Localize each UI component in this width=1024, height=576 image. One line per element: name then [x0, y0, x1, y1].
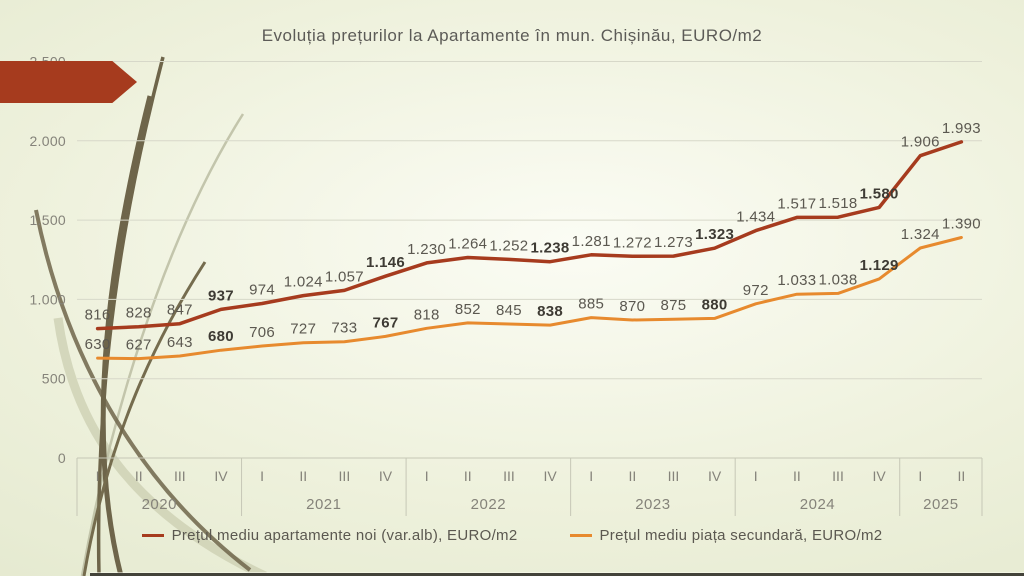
x-quarter-label: I	[754, 468, 758, 484]
x-quarter-label: I	[96, 468, 100, 484]
data-label: 1.906	[901, 134, 940, 151]
data-label: 1.024	[284, 274, 323, 291]
x-quarter-label: III	[174, 468, 186, 484]
swirl-pale-arc	[80, 113, 245, 576]
data-label: 1.273	[654, 234, 693, 251]
data-label: 1.057	[325, 268, 364, 285]
red-arrow-shape	[0, 61, 137, 103]
data-label: 1.264	[448, 236, 487, 253]
data-label: 1.252	[489, 237, 528, 254]
data-label: 1.324	[901, 226, 940, 243]
data-label: 1.518	[818, 195, 857, 212]
swirl-pale-wide	[53, 317, 267, 576]
data-label: 845	[496, 302, 522, 319]
x-quarter-label: I	[918, 468, 922, 484]
data-label: 1.238	[531, 240, 570, 257]
legend-label-secondary-market: Prețul mediu piața secundară, EURO/m2	[599, 526, 883, 544]
swirl-dark-cross	[34, 209, 252, 572]
legend-label-new-apartments: Prețul mediu apartamente noi (var.alb), …	[171, 526, 518, 544]
data-label: 972	[743, 282, 769, 299]
x-quarter-label: IV	[708, 468, 722, 484]
x-year-label: 2022	[471, 496, 506, 513]
data-label: 1.146	[366, 254, 405, 271]
swirl-dark-1	[96, 56, 165, 576]
data-label: 816	[85, 307, 111, 324]
series-line-new-apartments	[95, 140, 964, 331]
data-label: 1.033	[777, 272, 816, 289]
data-label: 1.580	[860, 185, 899, 202]
x-quarter-label: IV	[214, 468, 228, 484]
x-year-label: 2023	[635, 496, 670, 513]
swirl-dark-2	[100, 95, 153, 576]
legend-item-new-apartments: Prețul mediu apartamente noi (var.alb), …	[141, 526, 518, 544]
x-quarter-label: IV	[873, 468, 887, 484]
x-quarter-label: II	[958, 468, 966, 484]
data-label: 1.272	[613, 234, 652, 251]
x-quarter-label: II	[793, 468, 801, 484]
data-label: 1.323	[695, 226, 734, 243]
data-label: 1.434	[736, 209, 775, 226]
data-label: 1.281	[572, 233, 611, 250]
data-label: 1.038	[818, 271, 857, 288]
data-label: 627	[126, 337, 152, 354]
x-quarter-label: I	[260, 468, 264, 484]
data-label: 1.230	[407, 241, 446, 258]
x-year-label: 2020	[142, 496, 177, 513]
data-label: 727	[290, 321, 316, 338]
x-quarter-label: II	[628, 468, 636, 484]
x-quarter-label: I	[425, 468, 429, 484]
data-label: 974	[249, 282, 275, 299]
legend-item-secondary-market: Prețul mediu piața secundară, EURO/m2	[569, 526, 883, 544]
y-tick-label: 0	[58, 450, 66, 466]
series-line-secondary-market	[96, 236, 963, 361]
data-label: 643	[167, 334, 193, 351]
data-label: 1.390	[942, 216, 981, 233]
y-tick-label: 2.000	[29, 133, 66, 149]
data-label: 1.517	[777, 195, 816, 212]
legend-swatch-secondary-market	[569, 533, 592, 537]
bottom-edge-line	[90, 573, 1024, 576]
chart-title: Evoluția prețurilor la Apartamente în mu…	[261, 26, 763, 45]
x-quarter-label: II	[299, 468, 307, 484]
x-quarter-label: II	[464, 468, 472, 484]
data-label: 630	[85, 336, 111, 353]
legend-swatch-new-apartments	[141, 533, 164, 537]
x-quarter-label: IV	[379, 468, 393, 484]
data-label: 1.129	[860, 257, 899, 274]
x-quarter-label: I	[589, 468, 593, 484]
chart-legend: Prețul mediu apartamente noi (var.alb), …	[0, 524, 1024, 546]
x-quarter-label: III	[832, 468, 844, 484]
y-tick-label: 1.000	[29, 291, 66, 307]
bottom-edge-highlight	[90, 572, 1024, 573]
swirl-dark-blade	[82, 261, 207, 576]
data-label: 885	[578, 296, 604, 313]
x-year-label: 2025	[923, 496, 958, 513]
x-year-label: 2024	[800, 496, 835, 513]
x-quarter-label: II	[135, 468, 143, 484]
data-label: 847	[167, 302, 193, 319]
data-label: 875	[661, 297, 687, 314]
data-label: 880	[702, 296, 728, 313]
data-label: 852	[455, 301, 481, 318]
x-quarter-label: III	[503, 468, 515, 484]
x-quarter-label: III	[339, 468, 351, 484]
data-label: 1.993	[942, 120, 981, 137]
data-label: 767	[373, 314, 399, 331]
data-label: 828	[126, 305, 152, 322]
x-year-label: 2021	[306, 496, 341, 513]
y-tick-label: 500	[42, 371, 66, 387]
x-quarter-label: IV	[543, 468, 557, 484]
data-label: 870	[619, 298, 645, 315]
data-label: 818	[414, 306, 440, 323]
data-label: 680	[208, 328, 234, 345]
data-label: 733	[331, 320, 357, 337]
data-label: 706	[249, 324, 275, 341]
data-label: 937	[208, 287, 234, 304]
data-label: 838	[537, 303, 563, 320]
y-tick-label: 1.500	[29, 212, 66, 228]
x-quarter-label: III	[668, 468, 680, 484]
